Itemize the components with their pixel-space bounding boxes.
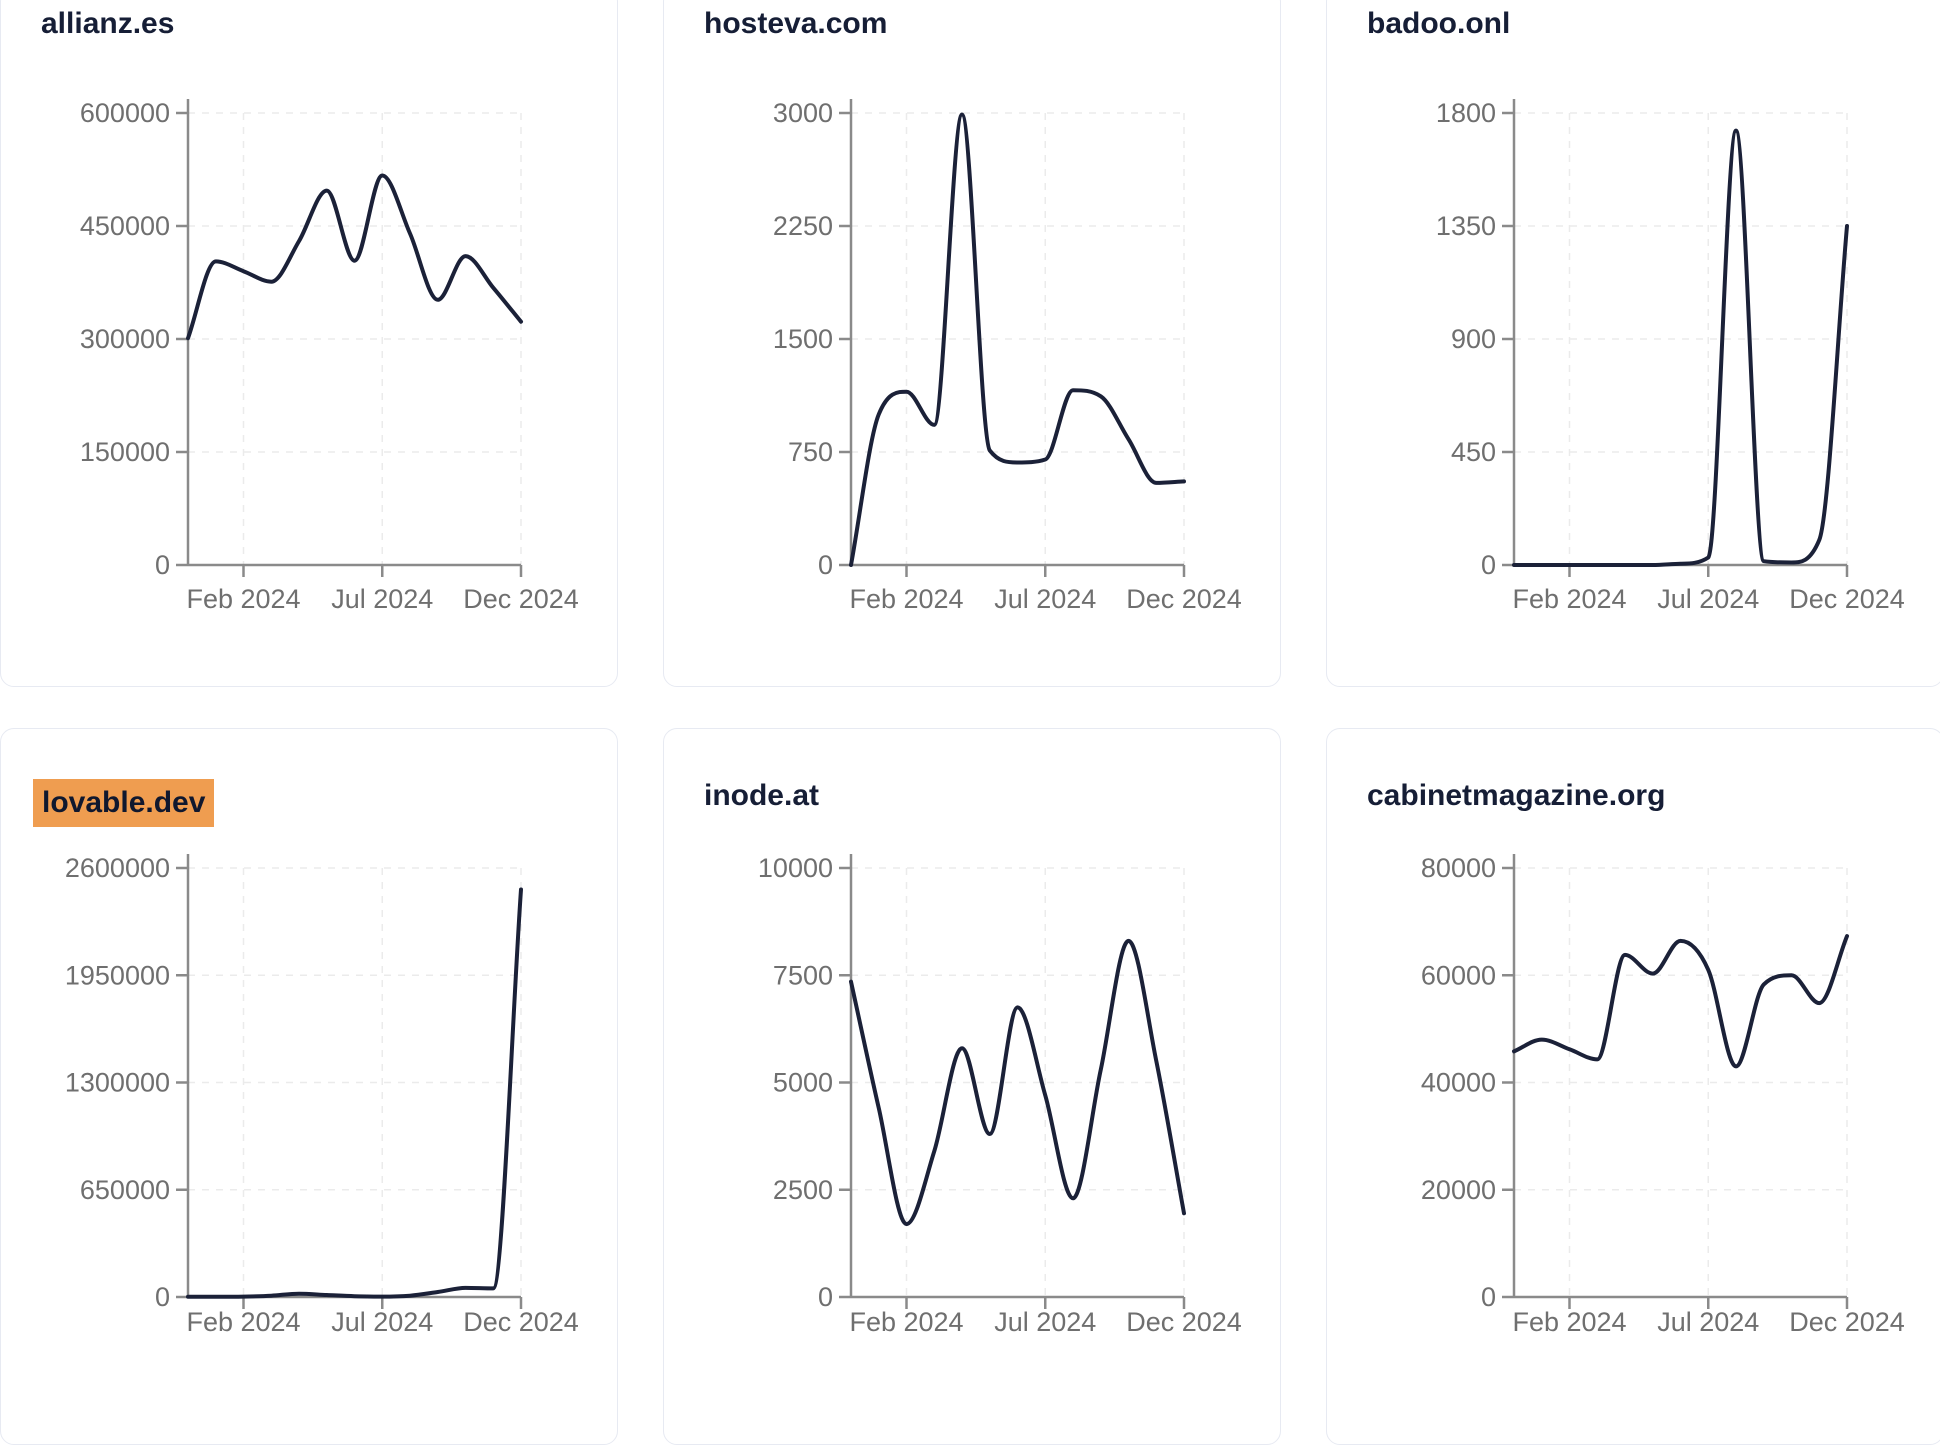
- axes: [839, 854, 1186, 1309]
- y-tick-label: 80000: [1421, 853, 1496, 883]
- x-tick-label: Dec 2024: [1789, 584, 1905, 614]
- traffic-line: [1512, 934, 1849, 1069]
- y-tick-label: 0: [1481, 1282, 1496, 1312]
- domain-card-lovable-dev: lovable.dev 0 650000 1300000 1950000 2600000…: [0, 728, 618, 1445]
- domain-title-row: badoo.onl: [1367, 7, 1510, 41]
- domain-title-lovable-dev-highlighted: lovable.dev: [33, 779, 215, 827]
- domain-card-cabinetmagazine-org: cabinetmagazine.org 0 20000 40000 60000 8000…: [1326, 728, 1940, 1445]
- y-tick-label: 1300000: [65, 1068, 170, 1098]
- domain-card-badoo-onl: badoo.onl 0 450 900 1350 1800 Feb 2024 Jul 202…: [1326, 0, 1940, 687]
- traffic-line: [186, 173, 523, 341]
- gridlines: [851, 867, 1185, 1297]
- y-tick-label: 300000: [80, 324, 170, 354]
- y-tick-label: 0: [818, 1282, 833, 1312]
- y-tick-label: 2500: [773, 1175, 833, 1205]
- x-tick-label: Dec 2024: [463, 584, 579, 614]
- axes: [1502, 854, 1849, 1309]
- x-tick-label: Jul 2024: [331, 584, 433, 614]
- domain-title-row: cabinetmagazine.org: [1367, 779, 1665, 813]
- domain-card-allianz-es: allianz.es 0 150000 300000 450000 600000 Feb …: [0, 0, 618, 687]
- x-tick-label: Feb 2024: [186, 584, 300, 614]
- y-tick-label: 750: [788, 437, 833, 467]
- domain-title-badoo-onl: badoo.onl: [1367, 7, 1511, 40]
- y-tick-label: 0: [1481, 550, 1496, 580]
- x-tick-label: Jul 2024: [331, 1307, 433, 1337]
- y-tick-label: 450000: [80, 211, 170, 241]
- traffic-chart: 0 2500 5000 7500 10000 Feb 2024 Jul 2024 Dec 20…: [758, 853, 1242, 1337]
- traffic-chart: 0 20000 40000 60000 80000 Feb 2024 Jul 2024 Dec…: [1421, 853, 1905, 1337]
- y-tick-label: 2250: [773, 211, 833, 241]
- y-tick-label: 1500: [773, 324, 833, 354]
- axes: [176, 99, 523, 577]
- domain-title-row: inode.at: [704, 779, 819, 813]
- x-tick-label: Dec 2024: [1789, 1307, 1905, 1337]
- y-tick-label: 60000: [1421, 960, 1496, 990]
- y-tick-label: 650000: [80, 1175, 170, 1205]
- axes: [839, 99, 1186, 577]
- traffic-chart: 0 750 1500 2250 3000 Feb 2024 Jul 2024 Dec 2024: [773, 98, 1242, 614]
- domain-title-inode-at: inode.at: [704, 779, 820, 812]
- x-tick-label: Dec 2024: [1126, 1307, 1242, 1337]
- y-tick-label: 450: [1451, 437, 1496, 467]
- x-tick-label: Feb 2024: [849, 1307, 963, 1337]
- y-tick-label: 150000: [80, 437, 170, 467]
- domain-card-inode-at: inode.at 0 2500 5000 7500 10000 Feb 2024 Jul 2…: [663, 728, 1281, 1445]
- gridlines: [1514, 112, 1848, 565]
- traffic-chart: 0 450 900 1350 1800 Feb 2024 Jul 2024 Dec 2024: [1436, 98, 1905, 614]
- traffic-chart: 0 150000 300000 450000 600000 Feb 2024 Jul 202…: [80, 98, 579, 614]
- y-tick-label: 0: [818, 550, 833, 580]
- traffic-line: [186, 887, 523, 1299]
- traffic-line: [849, 938, 1186, 1227]
- gridlines: [851, 112, 1185, 565]
- gridlines: [188, 867, 522, 1297]
- x-tick-label: Jul 2024: [1657, 1307, 1759, 1337]
- y-tick-label: 0: [155, 550, 170, 580]
- traffic-line: [1512, 128, 1849, 567]
- y-tick-label: 1350: [1436, 211, 1496, 241]
- y-tick-label: 2600000: [65, 853, 170, 883]
- x-tick-label: Jul 2024: [994, 584, 1096, 614]
- domain-title-hosteva-com: hosteva.com: [704, 7, 888, 40]
- x-tick-label: Feb 2024: [849, 584, 963, 614]
- x-tick-label: Feb 2024: [1512, 1307, 1626, 1337]
- traffic-chart: 0 650000 1300000 1950000 2600000 Feb 2024 Jul …: [65, 853, 579, 1337]
- gridlines: [188, 112, 522, 565]
- x-tick-label: Feb 2024: [1512, 584, 1626, 614]
- domain-card-hosteva-com: hosteva.com 0 750 1500 2250 3000 Feb 2024 Jul …: [663, 0, 1281, 687]
- x-tick-label: Dec 2024: [463, 1307, 579, 1337]
- x-tick-label: Feb 2024: [186, 1307, 300, 1337]
- x-tick-label: Dec 2024: [1126, 584, 1242, 614]
- axes: [1502, 99, 1849, 577]
- domain-title-row: lovable.dev: [33, 779, 215, 827]
- domain-title-cabinetmagazine-org: cabinetmagazine.org: [1367, 779, 1666, 812]
- y-tick-label: 3000: [773, 98, 833, 128]
- domain-title-allianz-es: allianz.es: [41, 7, 175, 40]
- x-tick-label: Jul 2024: [1657, 584, 1759, 614]
- x-tick-label: Jul 2024: [994, 1307, 1096, 1337]
- axes: [176, 854, 523, 1309]
- domain-title-row: hosteva.com: [704, 7, 887, 41]
- domain-title-row: allianz.es: [41, 7, 174, 41]
- y-tick-label: 0: [155, 1282, 170, 1312]
- gridlines: [1514, 867, 1848, 1297]
- y-tick-label: 600000: [80, 98, 170, 128]
- y-tick-label: 10000: [758, 853, 833, 883]
- y-tick-label: 20000: [1421, 1175, 1496, 1205]
- traffic-line: [849, 112, 1186, 567]
- y-tick-label: 1950000: [65, 960, 170, 990]
- y-tick-label: 1800: [1436, 98, 1496, 128]
- y-tick-label: 5000: [773, 1068, 833, 1098]
- y-tick-label: 7500: [773, 960, 833, 990]
- y-tick-label: 40000: [1421, 1068, 1496, 1098]
- y-tick-label: 900: [1451, 324, 1496, 354]
